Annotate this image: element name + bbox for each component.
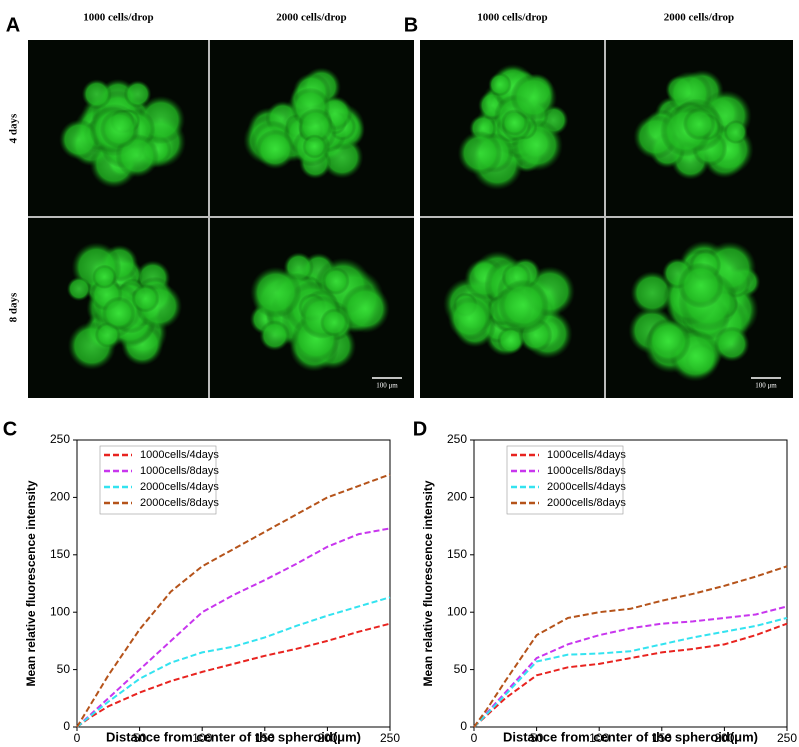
spheroid-cell-cluster: [713, 326, 750, 362]
data-line: [76, 596, 391, 728]
y-axis-label: Mean relative fluorescence intensity: [24, 480, 38, 686]
y-tick-label: 250: [447, 432, 467, 446]
x-tick-label: 0: [471, 731, 478, 745]
panel-label: C: [3, 418, 17, 440]
x-tick-label: 250: [777, 731, 797, 745]
panel-label: A: [6, 14, 20, 36]
row-header: 4 days: [8, 113, 20, 143]
data-line: [473, 605, 788, 728]
legend-label: 2000cells/4days: [547, 481, 626, 493]
column-header: 2000 cells/drop: [664, 12, 734, 24]
x-axis-label: Distance from center of the spheroid(μm): [503, 729, 758, 744]
panel-label: B: [404, 14, 418, 36]
y-tick-label: 150: [447, 547, 467, 561]
spheroid-cell-cluster: [447, 296, 492, 341]
x-tick-label: 250: [380, 731, 400, 745]
y-tick-label: 50: [454, 662, 468, 676]
y-tick-label: 250: [50, 432, 70, 446]
x-tick-label: 100: [589, 731, 609, 745]
data-line: [76, 622, 391, 728]
column-header: 1000 cells/drop: [83, 12, 153, 24]
x-tick-label: 150: [652, 731, 672, 745]
spheroid-cell-cluster: [682, 107, 716, 141]
legend-label: 1000cells/8days: [547, 465, 626, 477]
spheroid-cell-cluster: [131, 284, 160, 313]
spheroid-cell-cluster: [259, 320, 291, 351]
spheroid-cell-cluster: [488, 72, 512, 97]
spheroid-cell-cluster: [92, 264, 117, 289]
spheroid-cell-cluster: [677, 262, 724, 309]
x-axis-label: Distance from center of the spheroid(μm): [106, 729, 361, 744]
spheroid-cell-cluster: [457, 130, 503, 176]
spheroid-cell-cluster: [630, 271, 675, 315]
spheroid-cell-cluster: [497, 279, 549, 331]
legend-label: 2000cells/8days: [140, 497, 219, 509]
spheroid-cell-cluster: [81, 79, 112, 110]
data-line: [76, 473, 391, 728]
plot-frame: [76, 439, 391, 728]
spheroid-cell-cluster: [497, 326, 525, 355]
x-tick-label: 50: [530, 731, 544, 745]
spheroid-cell-cluster: [510, 73, 558, 121]
column-header: 1000 cells/drop: [477, 12, 547, 24]
x-tick-label: 200: [317, 731, 337, 745]
data-line: [76, 527, 391, 728]
x-tick-label: 150: [255, 731, 275, 745]
spheroid-cell-cluster: [646, 319, 691, 364]
spheroid-cell-cluster: [66, 276, 92, 302]
column-header: 2000 cells/drop: [276, 12, 346, 24]
y-tick-label: 0: [460, 719, 467, 733]
spheroid-cell-cluster: [297, 108, 334, 144]
y-tick-label: 100: [447, 604, 467, 618]
legend-label: 1000cells/8days: [140, 465, 219, 477]
legend-label: 2000cells/8days: [547, 497, 626, 509]
spheroid-cell-cluster: [322, 267, 350, 295]
legend-box: [99, 445, 217, 515]
scale-bar-label: 100 μm: [376, 382, 398, 390]
spheroid-cell-cluster: [255, 129, 296, 170]
x-tick-label: 0: [74, 731, 81, 745]
x-tick-label: 100: [192, 731, 212, 745]
spheroid-cell-cluster: [101, 296, 136, 331]
y-tick-label: 0: [63, 719, 70, 733]
y-tick-label: 100: [50, 604, 70, 618]
plot-frame: [473, 439, 788, 728]
spheroid-cell-cluster: [319, 308, 349, 337]
legend-label: 1000cells/4days: [140, 449, 219, 461]
y-tick-label: 200: [447, 490, 467, 504]
spheroid-cell-cluster: [99, 109, 139, 149]
data-line: [473, 565, 788, 728]
legend-label: 1000cells/4days: [547, 449, 626, 461]
spheroid-cell-cluster: [723, 119, 748, 145]
data-line: [473, 622, 788, 728]
row-header: 8 days: [8, 292, 20, 322]
spheroid-cell-cluster: [59, 119, 100, 160]
y-tick-label: 50: [57, 662, 71, 676]
scale-bar-label: 100 μm: [755, 382, 777, 390]
spheroid-cell-cluster: [123, 80, 152, 108]
data-line: [473, 616, 788, 728]
y-tick-label: 200: [50, 490, 70, 504]
x-tick-label: 200: [714, 731, 734, 745]
spheroid-cell-cluster: [340, 284, 390, 334]
spheroid-cell-cluster: [250, 266, 302, 319]
spheroid-cell-cluster: [302, 134, 327, 159]
x-tick-label: 50: [133, 731, 147, 745]
y-axis-label: Mean relative fluorescence intensity: [421, 480, 435, 686]
legend-label: 2000cells/4days: [140, 481, 219, 493]
panel-label: D: [413, 418, 427, 440]
y-tick-label: 150: [50, 547, 70, 561]
legend-box: [506, 445, 624, 515]
